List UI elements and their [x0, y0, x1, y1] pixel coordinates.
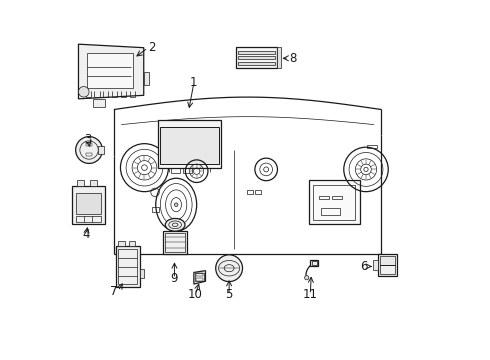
- Bar: [312, 261, 317, 265]
- Bar: [195, 273, 204, 281]
- Bar: [238, 62, 275, 65]
- Bar: [277, 48, 281, 68]
- Bar: [140, 269, 144, 278]
- Text: 6: 6: [360, 260, 368, 273]
- Bar: [183, 168, 192, 173]
- Bar: [93, 99, 105, 107]
- Text: 2: 2: [148, 41, 155, 54]
- Bar: [236, 48, 277, 68]
- Circle shape: [174, 203, 178, 207]
- Polygon shape: [194, 271, 205, 284]
- Bar: [129, 241, 135, 246]
- Bar: [77, 180, 84, 186]
- Bar: [196, 278, 203, 280]
- Bar: [309, 180, 360, 224]
- Bar: [378, 254, 397, 276]
- Bar: [238, 50, 275, 54]
- Text: 4: 4: [82, 228, 90, 241]
- Bar: [321, 207, 340, 215]
- Bar: [72, 186, 104, 224]
- Bar: [254, 190, 261, 194]
- Bar: [171, 168, 180, 173]
- Bar: [144, 72, 149, 85]
- Circle shape: [305, 276, 309, 280]
- Text: 10: 10: [188, 288, 203, 301]
- Bar: [116, 246, 140, 287]
- Bar: [367, 145, 377, 148]
- Ellipse shape: [165, 219, 185, 231]
- Circle shape: [78, 86, 89, 97]
- Bar: [247, 190, 253, 194]
- Bar: [196, 274, 203, 276]
- Polygon shape: [78, 44, 144, 99]
- Bar: [380, 256, 395, 265]
- Bar: [373, 260, 378, 270]
- Bar: [91, 180, 97, 186]
- Bar: [238, 56, 275, 59]
- Text: 7: 7: [110, 285, 118, 298]
- Bar: [380, 265, 395, 274]
- Bar: [165, 233, 185, 252]
- Bar: [87, 53, 133, 88]
- Bar: [163, 231, 187, 254]
- Text: 5: 5: [225, 288, 233, 301]
- Bar: [157, 120, 221, 168]
- Text: 8: 8: [289, 52, 296, 65]
- Bar: [151, 207, 159, 212]
- Bar: [75, 216, 101, 222]
- Bar: [319, 196, 329, 199]
- Text: 1: 1: [190, 76, 197, 90]
- Bar: [75, 193, 101, 214]
- Circle shape: [75, 136, 102, 163]
- Bar: [160, 127, 219, 164]
- Circle shape: [216, 255, 243, 282]
- Bar: [98, 146, 104, 154]
- Bar: [118, 249, 137, 284]
- Text: 9: 9: [171, 272, 178, 285]
- Bar: [310, 260, 318, 266]
- Bar: [86, 153, 92, 156]
- Text: 3: 3: [84, 133, 92, 146]
- Text: 11: 11: [303, 288, 318, 301]
- Bar: [313, 185, 355, 220]
- Bar: [333, 196, 343, 199]
- Bar: [86, 143, 92, 147]
- Bar: [119, 241, 124, 246]
